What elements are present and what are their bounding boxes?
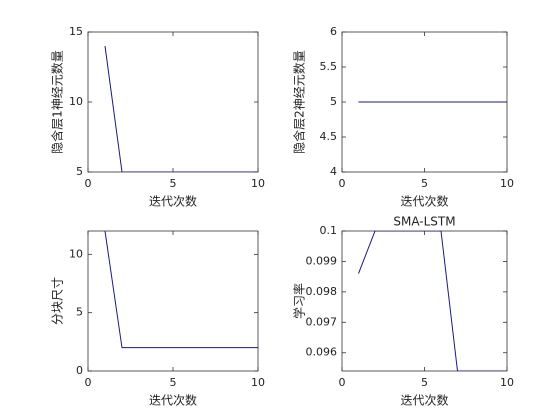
y-axis-label: 隐含层1神经元数量: [50, 50, 65, 154]
x-tick-label: 5: [421, 177, 428, 190]
y-axis-label: 学习率: [292, 283, 307, 319]
x-tick-label: 10: [251, 376, 265, 389]
x-tick-label: 0: [85, 376, 92, 389]
x-tick-label: 0: [85, 177, 92, 190]
x-tick-label: 10: [500, 177, 514, 190]
y-tick-label: 5.5: [320, 60, 338, 73]
y-tick-label: 0: [76, 364, 83, 377]
x-axis-label: 迭代次数: [400, 393, 448, 408]
y-tick-label: 5: [76, 306, 83, 319]
y-tick-label: 10: [69, 247, 83, 260]
y-tick-label: 4: [330, 165, 337, 178]
y-tick-label: 0.099: [306, 254, 338, 267]
y-tick-label: 5: [330, 95, 337, 108]
x-tick-label: 5: [421, 376, 428, 389]
subplot-title: SMA-LSTM: [393, 215, 455, 229]
y-tick-label: 0.098: [306, 285, 338, 298]
x-axis-label: 迭代次数: [400, 194, 448, 209]
x-tick-label: 10: [500, 376, 514, 389]
x-axis-label: 迭代次数: [149, 393, 197, 408]
subplot: 0 5 10 0 5 10 迭代次数 分块尺寸: [51, 230, 265, 408]
y-axis-label: 隐含层2神经元数量: [292, 50, 307, 154]
data-line: [358, 231, 507, 371]
x-tick-label: 10: [251, 177, 265, 190]
y-tick-label: 0.097: [306, 315, 338, 328]
y-tick-label: 6: [330, 25, 337, 38]
y-tick-label: 5: [76, 165, 83, 178]
y-tick-label: 10: [69, 95, 83, 108]
subplot: 0 5 10 4 4.5 5 5.5 6 迭代次数 隐含层2神经元数量: [292, 25, 515, 209]
x-tick-label: 5: [170, 376, 177, 389]
y-tick-label: 4.5: [320, 130, 338, 143]
axes-box: [87, 31, 259, 173]
data-line: [104, 231, 258, 349]
subplot: 0 5 10 0.096 0.097 0.098 0.099 0.1 迭代次数 学习率 SMA-LS…: [292, 215, 515, 408]
x-tick-label: 0: [339, 177, 346, 190]
x-tick-label: 0: [339, 376, 346, 389]
y-axis-label: 分块尺寸: [51, 277, 65, 325]
data-line: [104, 45, 258, 172]
axes-box: [87, 230, 259, 372]
x-tick-label: 5: [170, 177, 177, 190]
x-axis-label: 迭代次数: [149, 194, 197, 209]
y-tick-label: 15: [69, 25, 83, 38]
y-tick-label: 0.1: [320, 224, 338, 237]
y-tick-label: 0.096: [306, 346, 338, 359]
